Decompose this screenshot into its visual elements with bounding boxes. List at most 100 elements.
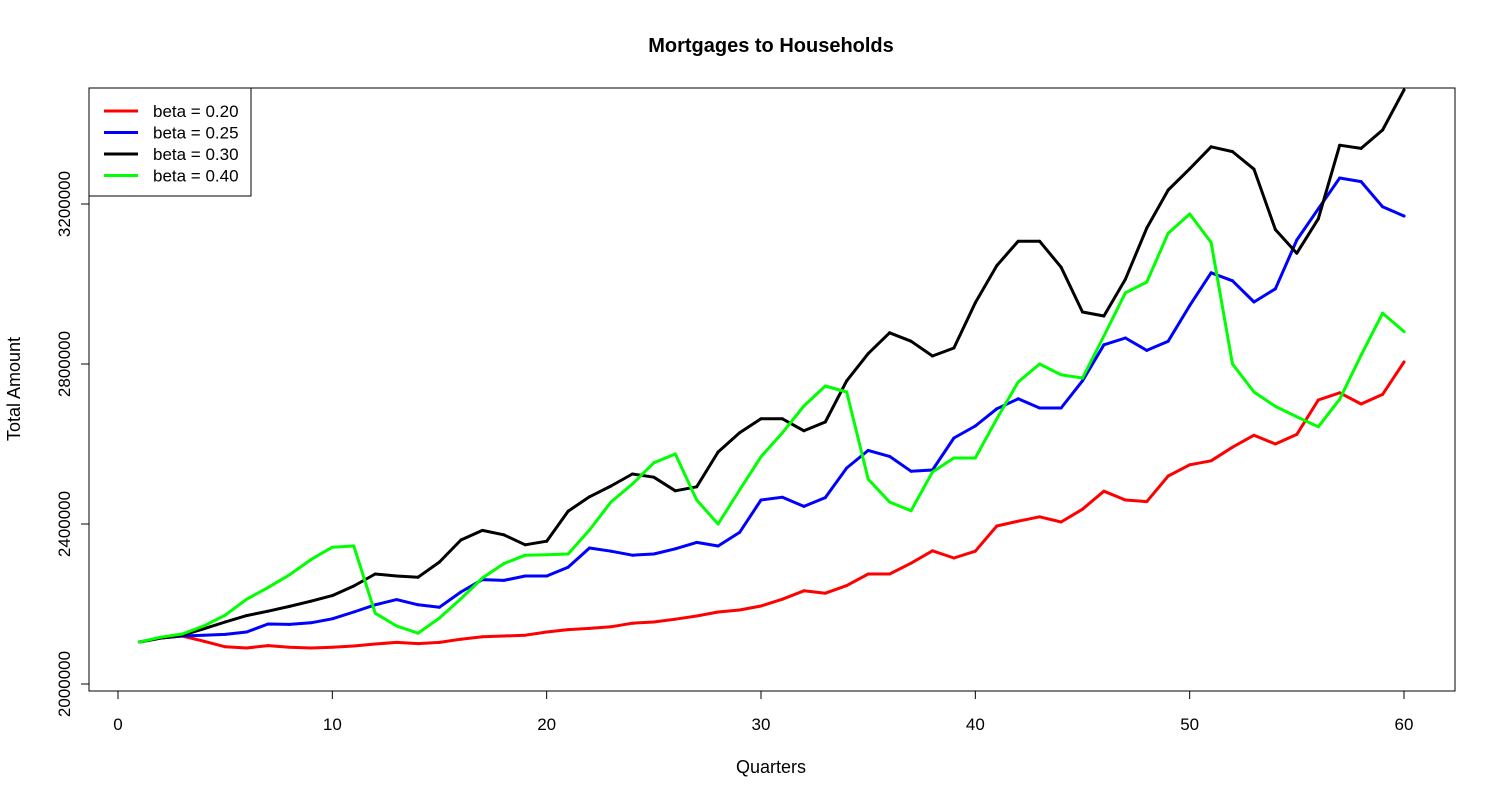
- data-point: [223, 645, 227, 649]
- data-point: [1123, 498, 1127, 502]
- data-point: [1145, 348, 1149, 352]
- series-line: [137, 212, 1406, 644]
- data-point: [1059, 520, 1063, 524]
- data-point: [1381, 311, 1385, 315]
- data-point: [780, 597, 784, 601]
- data-point: [931, 354, 934, 358]
- data-point: [1209, 240, 1213, 244]
- data-point: [1102, 343, 1106, 347]
- data-point: [438, 605, 441, 609]
- data-point: [416, 642, 420, 646]
- data-point: [309, 646, 313, 650]
- data-point: [1273, 228, 1277, 232]
- data-point: [1016, 519, 1020, 523]
- data-point: [223, 620, 227, 624]
- data-point: [459, 538, 463, 542]
- data-point: [1102, 489, 1106, 493]
- data-point: [652, 620, 656, 624]
- data-point: [759, 604, 763, 608]
- data-point: [1102, 314, 1106, 318]
- data-point: [995, 524, 999, 528]
- data-point: [438, 616, 441, 620]
- data-point: [1016, 239, 1020, 243]
- data-point: [630, 472, 634, 476]
- data-point: [545, 539, 549, 543]
- data-point: [738, 608, 742, 612]
- data-point: [716, 450, 720, 454]
- legend-label: beta = 0.40: [153, 167, 239, 186]
- data-point: [845, 379, 849, 383]
- data-point: [223, 613, 227, 617]
- data-point: [288, 604, 291, 608]
- data-point: [523, 574, 527, 578]
- data-point: [288, 645, 291, 649]
- data-point: [995, 264, 999, 268]
- series-group: [137, 88, 1406, 650]
- data-point: [1038, 362, 1042, 366]
- x-tick-label: 60: [1395, 715, 1414, 734]
- data-point: [652, 475, 656, 479]
- data-point: [395, 624, 399, 628]
- data-point: [395, 574, 399, 578]
- data-point: [609, 500, 613, 504]
- data-point: [1359, 353, 1363, 357]
- data-point: [416, 575, 420, 579]
- data-point: [909, 339, 913, 343]
- data-point: [1381, 392, 1385, 396]
- data-point: [1081, 507, 1084, 511]
- data-point: [566, 565, 570, 569]
- data-point: [716, 522, 720, 526]
- data-point: [352, 644, 356, 648]
- data-point: [1145, 500, 1149, 504]
- data-point: [1188, 304, 1192, 308]
- data-point: [1316, 217, 1320, 221]
- series-2: [137, 176, 1406, 644]
- data-point: [352, 544, 356, 548]
- data-point: [866, 352, 870, 356]
- data-point: [1166, 231, 1170, 235]
- data-point: [1381, 205, 1385, 209]
- data-point: [1038, 406, 1042, 410]
- data-point: [823, 420, 827, 424]
- data-point: [888, 454, 892, 458]
- data-point: [1316, 425, 1320, 429]
- data-point: [223, 632, 227, 636]
- data-point: [866, 572, 870, 576]
- data-point: [931, 549, 934, 553]
- data-point: [759, 455, 763, 459]
- data-point: [1402, 360, 1406, 364]
- data-point: [1016, 380, 1020, 384]
- data-point: [1209, 145, 1213, 149]
- data-point: [952, 556, 956, 560]
- data-point: [373, 642, 377, 646]
- data-point: [716, 610, 720, 614]
- data-point: [245, 630, 249, 634]
- data-point: [1295, 251, 1299, 255]
- data-point: [1188, 212, 1192, 216]
- data-point: [1188, 463, 1192, 467]
- data-point: [523, 553, 527, 557]
- data-point: [1338, 397, 1342, 401]
- data-point: [973, 424, 977, 428]
- data-point: [695, 540, 699, 544]
- data-point: [909, 509, 913, 513]
- data-point: [330, 645, 334, 649]
- data-point: [888, 500, 892, 504]
- data-point: [652, 552, 656, 556]
- data-point: [780, 417, 784, 421]
- data-point: [1038, 515, 1042, 519]
- data-point: [480, 635, 484, 639]
- data-point: [1038, 239, 1042, 243]
- data-point: [266, 609, 270, 613]
- data-point: [330, 617, 334, 621]
- data-point: [1316, 398, 1320, 402]
- plot-frame: [88, 87, 1456, 692]
- data-point: [1338, 176, 1342, 180]
- data-point: [523, 543, 527, 547]
- data-point: [1359, 402, 1363, 406]
- y-tick-label: 2800000: [55, 331, 74, 397]
- legend-label: beta = 0.25: [153, 124, 239, 143]
- series-line: [137, 360, 1406, 650]
- data-point: [245, 614, 249, 618]
